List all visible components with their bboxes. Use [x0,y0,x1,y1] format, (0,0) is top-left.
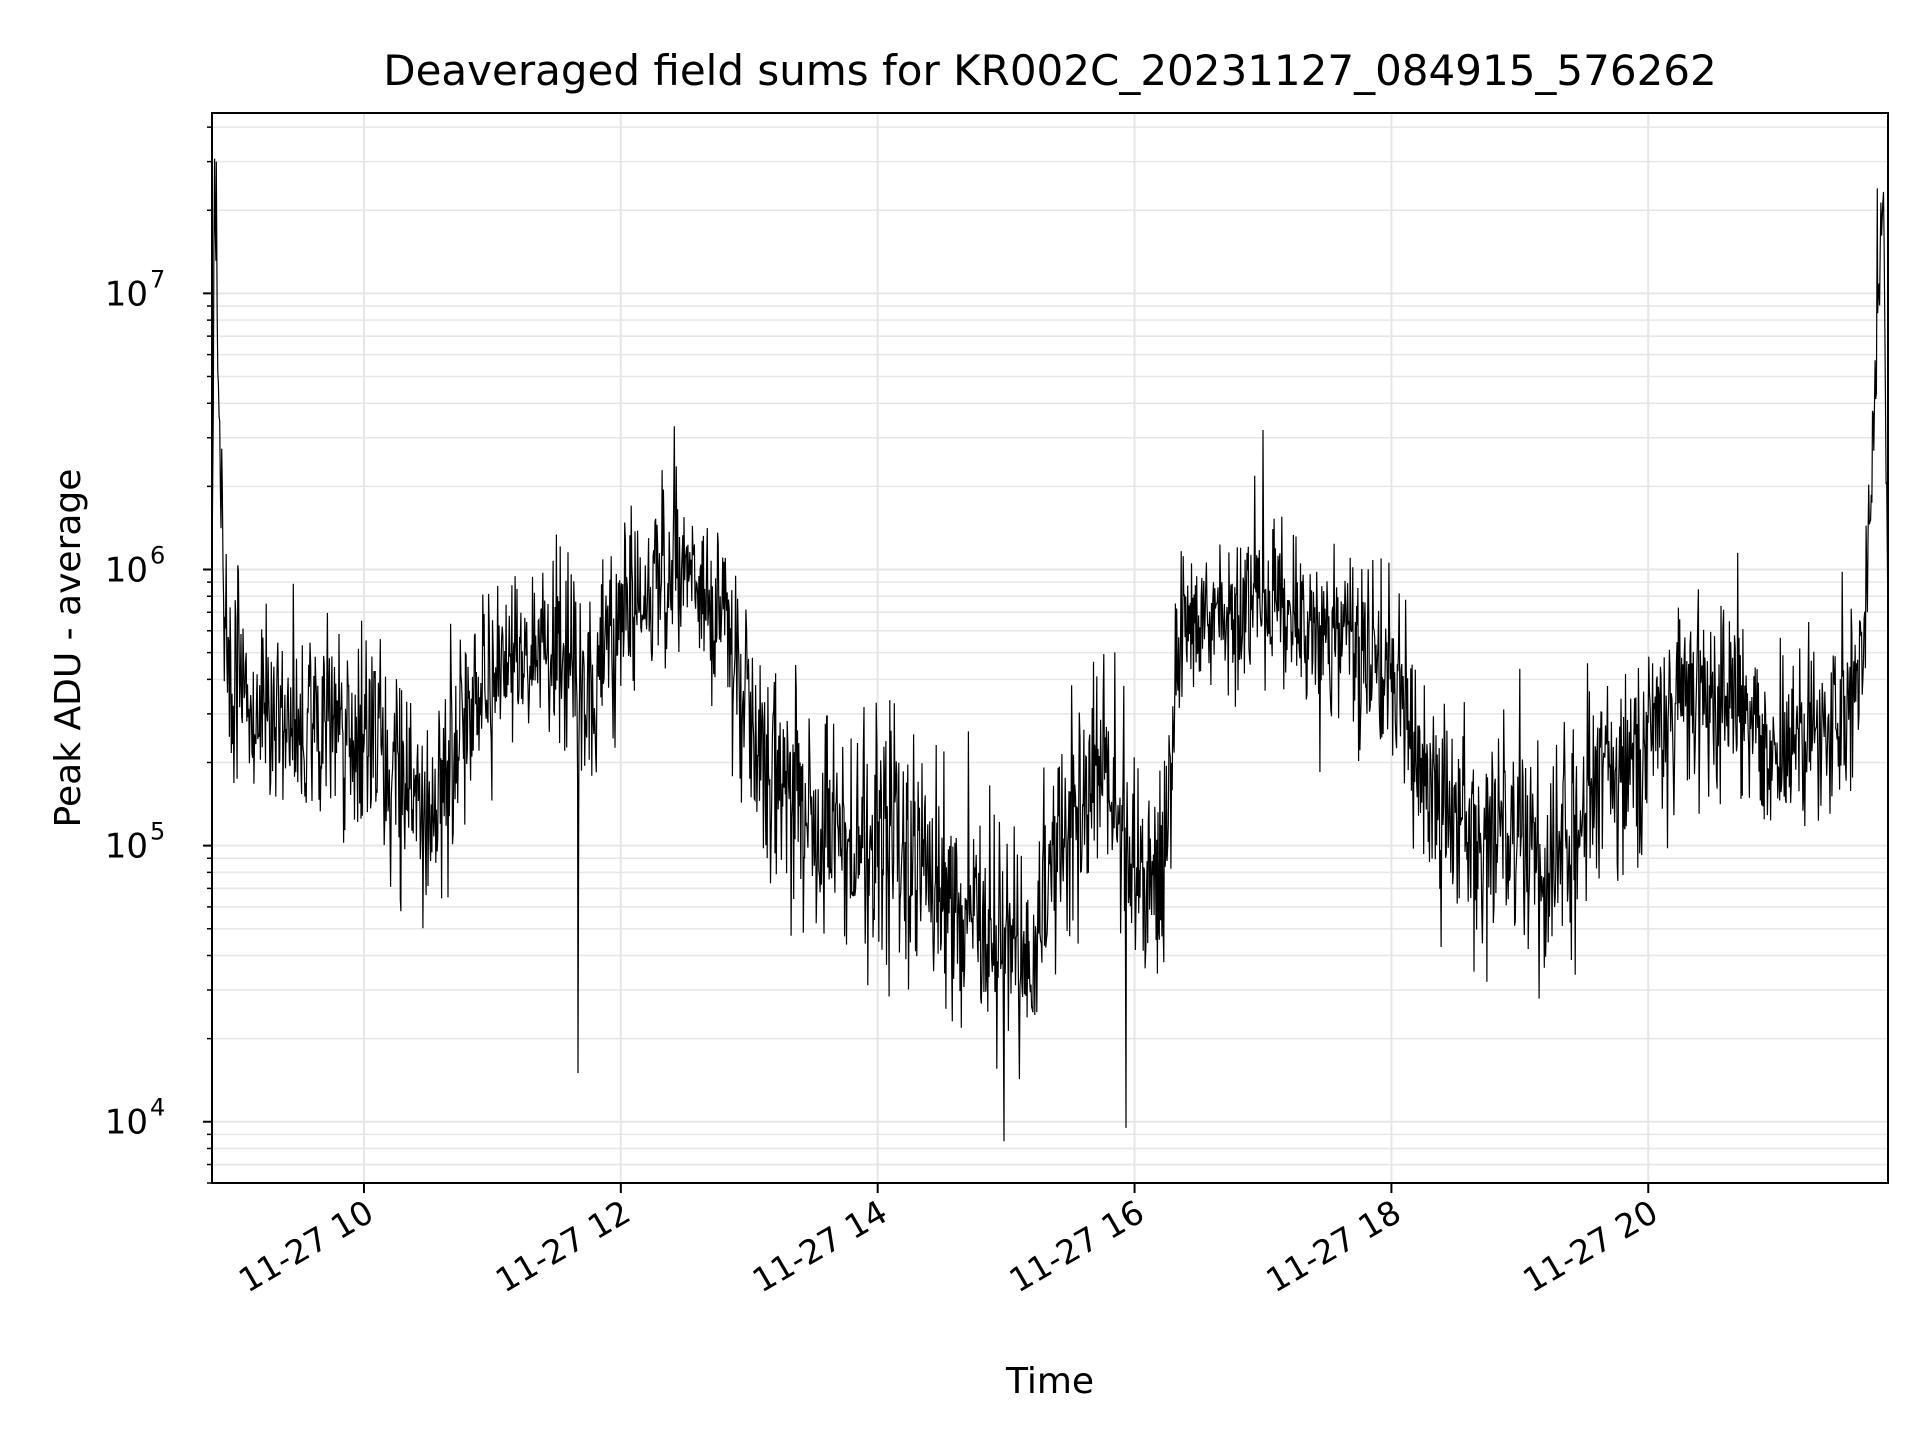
y-tick-exponent: 6 [150,541,165,569]
grid-layer [212,113,1888,1184]
y-tick-exponent: 5 [150,818,165,846]
series-line [212,158,1888,1142]
plot-frame [211,112,1889,1184]
y-tick-exponent: 7 [150,265,165,293]
y-axis-label: Peak ADU - average [48,469,89,828]
y-tick-exponent: 4 [150,1094,165,1122]
y-tick-label: 10 [105,550,148,590]
y-tick-label: 10 [105,1103,148,1143]
y-tick-label: 10 [105,274,148,314]
chart-title: Deaveraged field sums for KR002C_2023112… [383,46,1717,95]
series-layer [212,158,1888,1142]
x-axis-label: Time [1005,1361,1094,1402]
y-tick-label: 10 [105,827,148,867]
